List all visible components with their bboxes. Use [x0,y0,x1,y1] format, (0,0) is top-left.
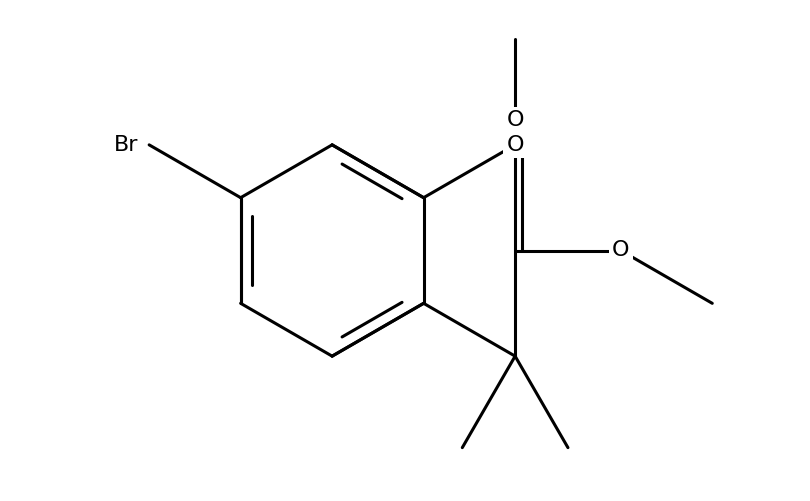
Text: Br: Br [113,135,139,155]
Text: O: O [506,110,524,130]
Text: O: O [612,240,629,261]
Text: O: O [506,135,524,155]
